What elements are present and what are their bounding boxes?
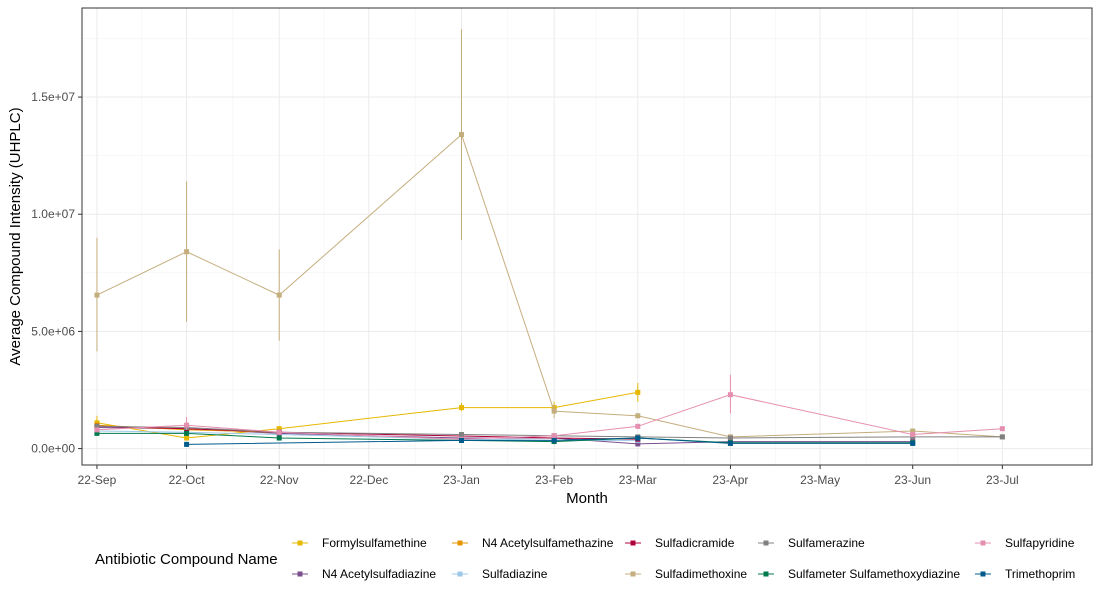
x-tick-label: 23-Feb	[535, 473, 573, 487]
data-point	[184, 249, 190, 255]
legend-item: Sulfadiazine	[452, 567, 548, 581]
y-tick-label: 0.0e+00	[31, 442, 75, 456]
legend-label: Formylsulfamethine	[322, 536, 427, 550]
data-point	[184, 430, 190, 436]
data-point	[551, 437, 557, 443]
grid-major	[82, 8, 1092, 465]
legend-key-marker	[457, 540, 463, 546]
data-point	[910, 432, 916, 438]
legend-label: Sulfapyridine	[1005, 536, 1075, 550]
legend-label: N4 Acetylsulfamethazine	[482, 536, 614, 550]
data-point	[635, 413, 641, 419]
data-point	[94, 423, 100, 429]
legend-key-marker	[297, 540, 303, 546]
legend-item: Sulfadimethoxine	[625, 567, 747, 581]
series-line	[96, 432, 913, 444]
data-point	[910, 428, 916, 434]
x-tick-label: 23-Jul	[986, 473, 1019, 487]
data-point	[635, 389, 641, 395]
series-sulfapyridine	[94, 374, 1005, 442]
series-line	[186, 437, 913, 445]
data-point	[458, 432, 464, 438]
legend-item: N4 Acetylsulfadiazine	[292, 567, 436, 581]
legend-label: Trimethoprim	[1005, 567, 1075, 581]
legend-key-marker	[630, 540, 636, 546]
legend-key-marker	[763, 540, 769, 546]
y-axis-title: Average Compound Intensity (UHPLC)	[7, 107, 24, 365]
panel-border	[81, 7, 1093, 466]
data-point	[184, 422, 190, 428]
x-tick-label: 22-Sep	[78, 473, 117, 487]
x-tick-label: 23-Apr	[712, 473, 748, 487]
data-point	[635, 423, 641, 429]
y-tick-label: 5.0e+06	[31, 324, 75, 338]
legend-key-marker	[980, 571, 986, 577]
y-tick-label: 1.0e+07	[31, 207, 75, 221]
data-point	[276, 426, 282, 432]
data-point	[94, 292, 100, 298]
legend-label: Sulfadimethoxine	[655, 567, 747, 581]
legend-item: Sulfameter Sulfamethoxydiazine	[758, 567, 960, 581]
data-point	[276, 429, 282, 435]
legend-key-marker	[457, 571, 463, 577]
x-tick-label: 23-May	[800, 473, 840, 487]
x-tick-label: 23-Mar	[619, 473, 657, 487]
legend-item: N4 Acetylsulfamethazine	[452, 536, 614, 550]
legend-item: Trimethoprim	[975, 567, 1075, 581]
legend-item: Sulfadicramide	[625, 536, 735, 550]
legend-label: Sulfamerazine	[788, 536, 865, 550]
data-point	[276, 435, 282, 441]
data-point	[458, 405, 464, 411]
legend-key-marker	[980, 540, 986, 546]
data-point	[458, 132, 464, 138]
y-axis: 0.0e+00 5.0e+06 1.0e+07 1.5e+07	[31, 90, 82, 456]
data-point	[910, 440, 916, 446]
legend-key-marker	[297, 571, 303, 577]
data-point	[94, 427, 100, 433]
data-point	[999, 426, 1005, 432]
data-point	[184, 441, 190, 447]
legend-item: Sulfapyridine	[975, 536, 1075, 550]
data-point	[551, 408, 557, 414]
legend-label: Sulfameter Sulfamethoxydiazine	[788, 567, 960, 581]
legend-label: N4 Acetylsulfadiazine	[322, 567, 436, 581]
series-sulfadimethoxine	[94, 29, 1005, 440]
data-point	[458, 437, 464, 443]
legend-label: Sulfadicramide	[655, 536, 735, 550]
series-line	[96, 391, 638, 439]
data-point	[184, 435, 190, 441]
data-point	[999, 434, 1005, 440]
x-axis: 22-Sep 22-Oct 22-Nov 22-Dec 23-Jan 23-Feb 23-M…	[78, 465, 1019, 487]
x-tick-label: 22-Nov	[260, 473, 299, 487]
x-axis-title: Month	[566, 490, 608, 507]
data-point	[276, 292, 282, 298]
x-tick-label: 22-Oct	[169, 473, 206, 487]
legend-item: Sulfamerazine	[758, 536, 865, 550]
x-tick-label: 22-Dec	[350, 473, 389, 487]
x-tick-label: 23-Jun	[894, 473, 931, 487]
data-point	[727, 392, 733, 398]
x-tick-label: 23-Jan	[443, 473, 480, 487]
data-point	[635, 435, 641, 441]
data-point	[94, 430, 100, 436]
legend-key-marker	[763, 571, 769, 577]
series-layer	[94, 29, 1005, 447]
grid-minor	[82, 8, 1092, 465]
data-point	[551, 433, 557, 439]
series-trimethoprim	[184, 435, 916, 447]
legend-label: Sulfadiazine	[482, 567, 548, 581]
legend: Antibiotic Compound Name Formylsulfameth…	[95, 536, 1075, 581]
legend-title: Antibiotic Compound Name	[95, 551, 278, 568]
legend-item: Formylsulfamethine	[292, 536, 427, 550]
legend-key-marker	[630, 571, 636, 577]
data-point	[727, 440, 733, 446]
y-tick-label: 1.5e+07	[31, 90, 75, 104]
data-point	[635, 441, 641, 447]
data-point	[727, 435, 733, 441]
